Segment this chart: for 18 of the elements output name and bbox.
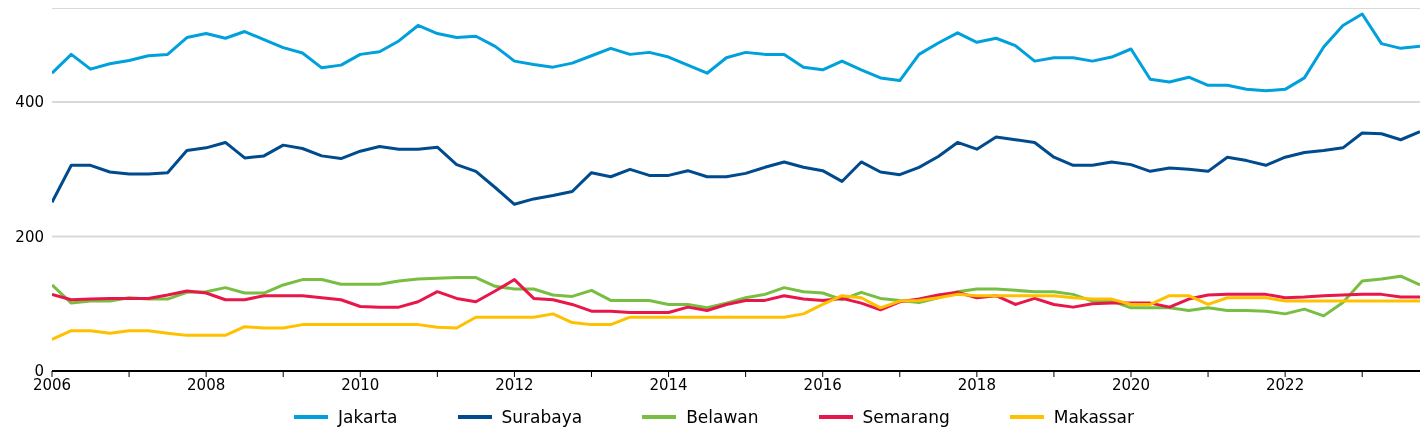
legend-label: Jakarta xyxy=(338,407,398,427)
line-series xyxy=(52,130,1420,206)
x-tick-label: 2012 xyxy=(495,375,534,394)
x-tick-label: 2018 xyxy=(957,375,996,394)
legend-label: Makassar xyxy=(1053,407,1134,427)
legend-label: Surabaya xyxy=(501,407,583,427)
x-tick-label: 2020 xyxy=(1111,375,1151,394)
x-tick-label: 2008 xyxy=(187,375,226,394)
y-tick-label: 400 xyxy=(15,93,44,112)
line-series xyxy=(52,292,1420,341)
x-tick-label: 2014 xyxy=(649,375,688,394)
legend-label: Semarang xyxy=(862,407,950,427)
x-tick-label: 2010 xyxy=(341,375,380,394)
y-tick-label: 200 xyxy=(15,227,44,246)
line-series xyxy=(52,12,1420,93)
x-tick-label: 2016 xyxy=(803,375,842,394)
x-tick-label: 2022 xyxy=(1266,375,1305,394)
legend-label: Belawan xyxy=(686,407,759,427)
